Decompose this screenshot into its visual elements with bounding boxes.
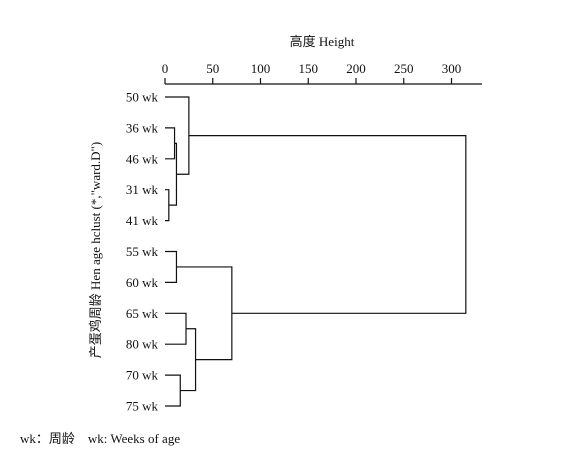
leaf-label: 46 wk: [126, 151, 159, 166]
dendrogram-branch: [165, 312, 187, 345]
y-axis-title: 产蛋鸡周龄 Hen age hclust (*,"ward.D"): [88, 142, 103, 358]
leaf-label: 70 wk: [126, 368, 159, 383]
dendrogram-branch: [168, 142, 178, 206]
leaf-label: 80 wk: [126, 337, 159, 352]
leaf-label: 31 wk: [126, 182, 159, 197]
x-tick-label: 300: [442, 61, 462, 76]
x-tick-label: 0: [162, 61, 169, 76]
leaf-label: 41 wk: [126, 213, 159, 228]
dendrogram-branch: [165, 374, 181, 407]
x-tick-label: 50: [206, 61, 219, 76]
x-tick-label: 100: [251, 61, 271, 76]
leaf-label: 75 wk: [126, 399, 159, 414]
dendrogram-branch: [165, 127, 176, 160]
leaf-label: 60 wk: [126, 275, 159, 290]
leaf-label: 55 wk: [126, 244, 159, 259]
leaf-labels: 50 wk 36 wk 46 wk 31 wk 41 wk 55 wk 60 wk 65 wk…: [126, 90, 159, 414]
x-axis: 0 50 100 150 200 250 300: [162, 61, 482, 85]
dendrogram-branch: [165, 250, 178, 283]
leaf-label: 50 wk: [126, 90, 159, 105]
x-tick-label: 150: [299, 61, 319, 76]
x-tick-label: 250: [394, 61, 414, 76]
leaf-label: 65 wk: [126, 306, 159, 321]
x-axis-title: 高度 Height: [290, 34, 355, 49]
dendrogram-tree: [165, 96, 467, 407]
dendrogram-branch: [180, 328, 197, 392]
footnote: wk：周龄 wk: Weeks of age: [20, 431, 180, 446]
leaf-label: 36 wk: [126, 120, 159, 135]
dendrogram-branch: [188, 135, 467, 314]
dendrogram-branch: [165, 189, 170, 222]
x-tick-label: 200: [346, 61, 366, 76]
